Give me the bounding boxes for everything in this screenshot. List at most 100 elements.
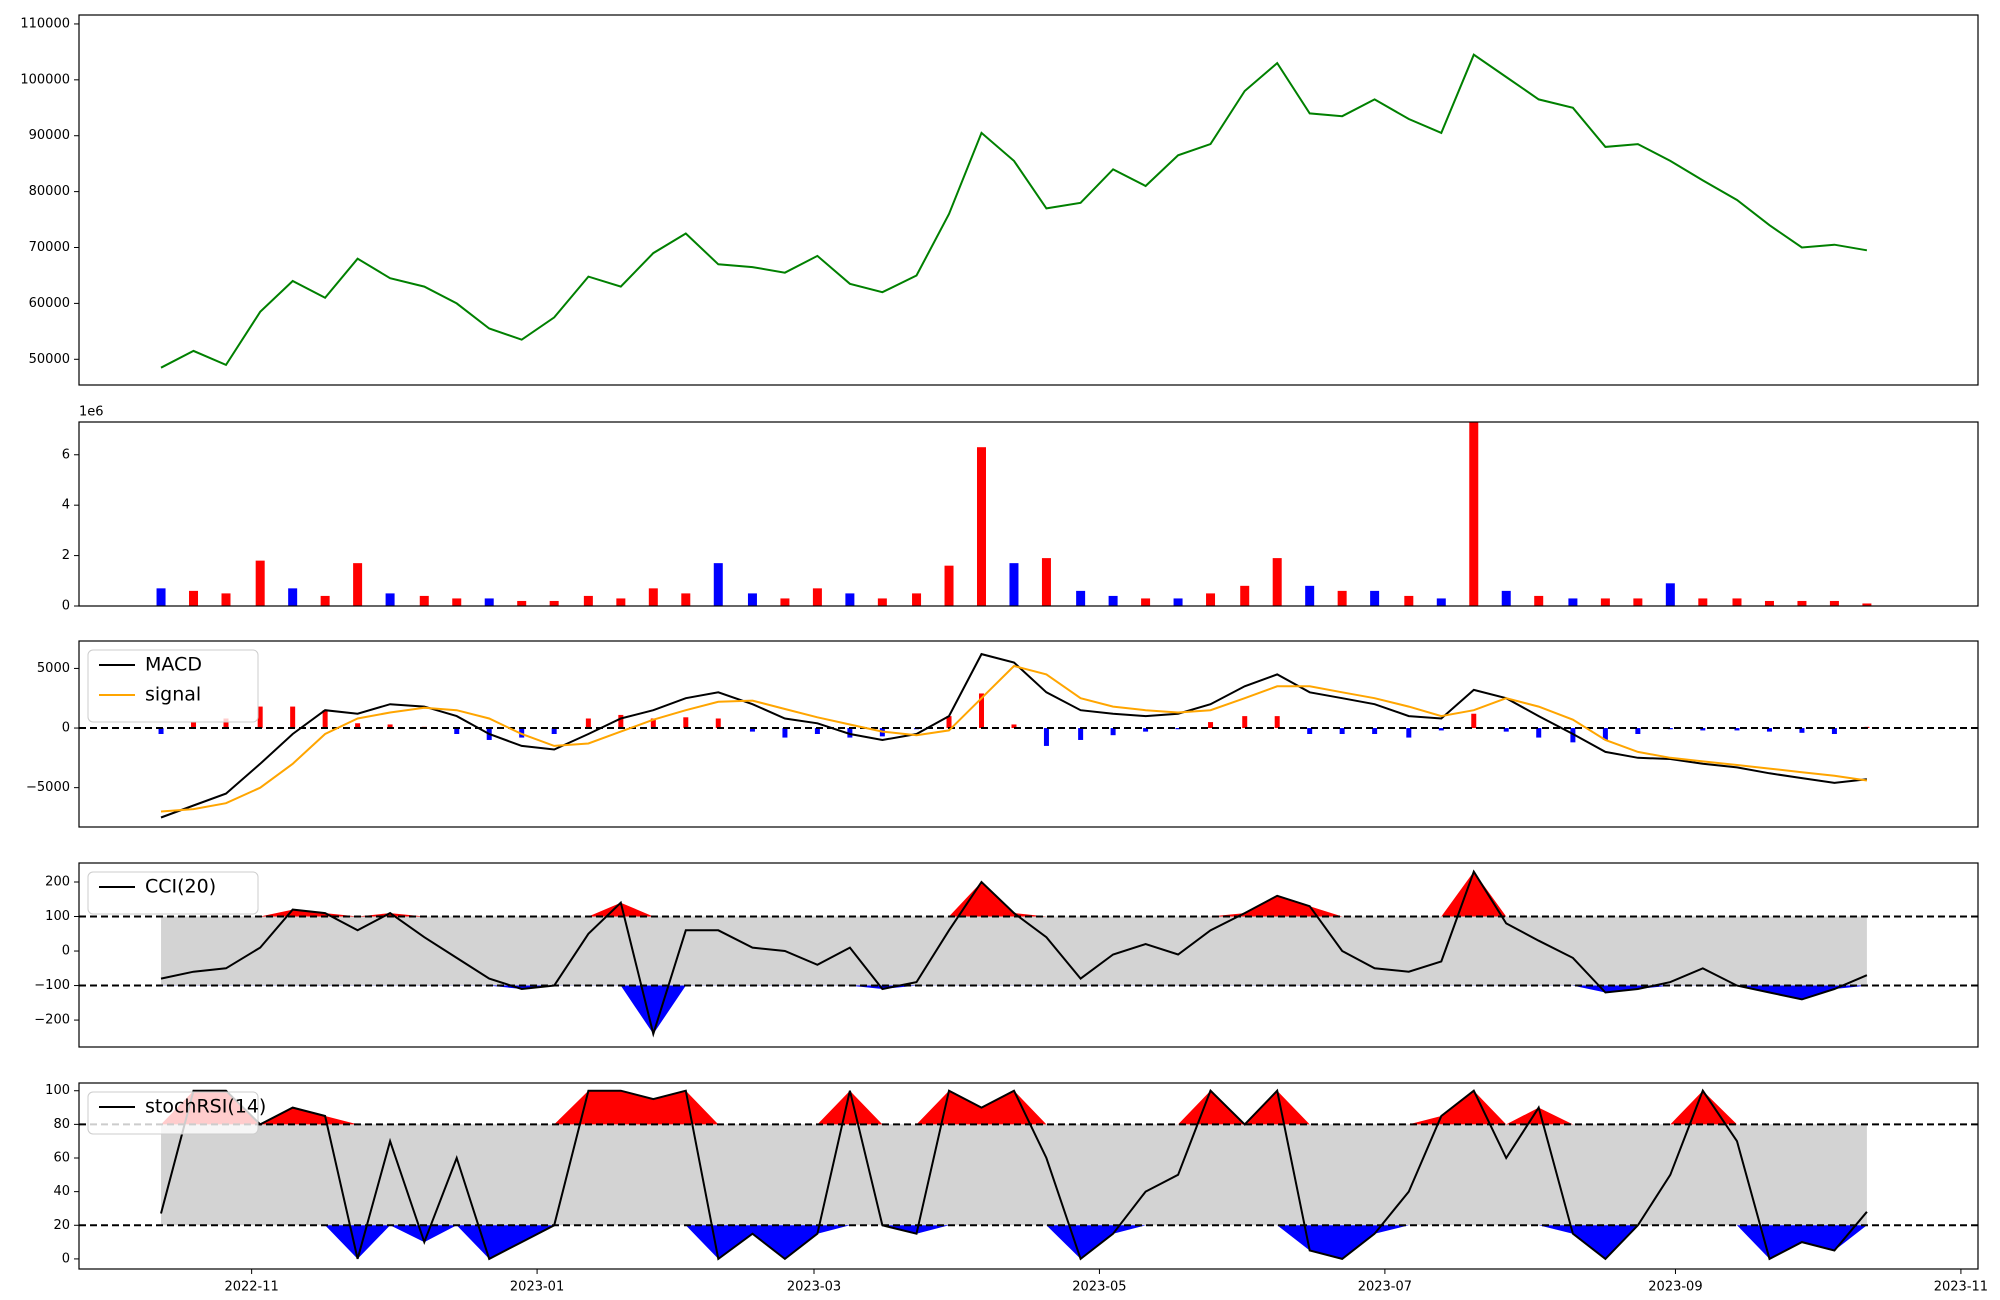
bar (616, 598, 626, 606)
panel-frame (78, 14, 1979, 386)
bar (1274, 716, 1280, 729)
y-tick-label: 200 (45, 874, 70, 889)
bar (715, 718, 721, 729)
bar (681, 593, 691, 606)
bar (749, 728, 755, 732)
bar (1406, 728, 1412, 738)
bar (683, 717, 689, 729)
bar (1600, 598, 1610, 606)
bar (387, 724, 393, 729)
bar (1208, 722, 1214, 729)
y-tick-label: 100000 (20, 72, 70, 87)
bar (713, 563, 723, 606)
x-tick-label: 2023-03 (787, 1280, 841, 1295)
bar (1568, 598, 1578, 606)
bar (452, 598, 462, 606)
bar (1305, 585, 1315, 606)
legend-box (87, 649, 259, 723)
bar (290, 706, 296, 729)
bar (780, 598, 790, 606)
x-tick-label: 2023-05 (1072, 1280, 1126, 1295)
line (160, 53, 1868, 369)
legend: MACD signal (87, 649, 259, 723)
bar (156, 588, 166, 606)
y-tick-label: 90000 (29, 128, 70, 143)
bar (320, 595, 330, 606)
legend-label: signal (145, 684, 201, 706)
bar (189, 590, 199, 606)
bar (1041, 558, 1051, 606)
bar (484, 598, 494, 606)
y-tick-label: −5000 (26, 780, 70, 795)
bar (782, 728, 788, 738)
below-fill (161, 1225, 1867, 1259)
bar (1043, 728, 1049, 746)
x-tick-label: 2023-09 (1648, 1280, 1702, 1295)
bar (946, 716, 952, 729)
bar (618, 714, 624, 729)
y-tick-label: 4 (62, 498, 70, 513)
y-tick-label: 6 (62, 447, 70, 462)
bar (877, 598, 887, 606)
bar (1206, 593, 1216, 606)
y-tick-label: 0 (62, 1251, 70, 1266)
x-tick-label: 2023-07 (1358, 1280, 1412, 1295)
bar (1635, 728, 1641, 734)
bar (223, 718, 229, 729)
bar (1799, 728, 1805, 733)
bar (1372, 728, 1378, 734)
bar (1766, 728, 1772, 732)
bar (517, 600, 527, 606)
y-tick-label: 80000 (29, 184, 70, 199)
bar (1307, 728, 1313, 734)
bar (1764, 600, 1774, 606)
bar (648, 588, 658, 606)
panel-frame (78, 421, 1979, 607)
bar (1501, 590, 1511, 606)
y-tick-label: 70000 (29, 240, 70, 255)
bar (1110, 728, 1116, 736)
bar (812, 588, 822, 606)
bar (912, 593, 922, 606)
bar (158, 728, 164, 734)
bar (1011, 724, 1017, 729)
bar (845, 593, 855, 606)
y-tick-label: 60000 (29, 296, 70, 311)
y-tick-label: 40 (53, 1184, 70, 1199)
above-fill (161, 871, 1867, 917)
y-tick-label: 80 (53, 1117, 70, 1132)
legend-label: stochRSI(14) (145, 1096, 266, 1118)
legend-box (87, 1091, 259, 1135)
bar (1602, 728, 1608, 740)
line (160, 664, 1868, 813)
y-tick-label: 0 (62, 721, 70, 736)
bar (419, 595, 429, 606)
plot-area (156, 422, 1872, 606)
bar (1175, 728, 1181, 730)
bar (1698, 598, 1708, 606)
bar (1503, 728, 1509, 732)
plot-area (79, 652, 1978, 819)
bar (1076, 590, 1086, 606)
line (160, 869, 1868, 1038)
x-tick-label: 2023-11 (1934, 1280, 1988, 1295)
bar (1272, 558, 1282, 606)
bar (1471, 713, 1477, 729)
bar (1141, 598, 1151, 606)
panel-frame (78, 862, 1979, 1048)
bar (1862, 603, 1872, 606)
y-tick-label: −100 (34, 978, 70, 993)
bar (1667, 728, 1673, 730)
legend: CCI(20) (87, 871, 259, 915)
plot-area (79, 1088, 1978, 1261)
y-tick-label: 110000 (20, 16, 70, 31)
bar (221, 593, 231, 606)
bar (1436, 598, 1446, 606)
bar (353, 563, 363, 606)
legend-box (87, 871, 259, 915)
y-tick-label: 60 (53, 1151, 70, 1166)
bar (814, 728, 820, 734)
bar (583, 595, 593, 606)
legend: stochRSI(14) (87, 1091, 266, 1135)
bar (191, 722, 197, 729)
